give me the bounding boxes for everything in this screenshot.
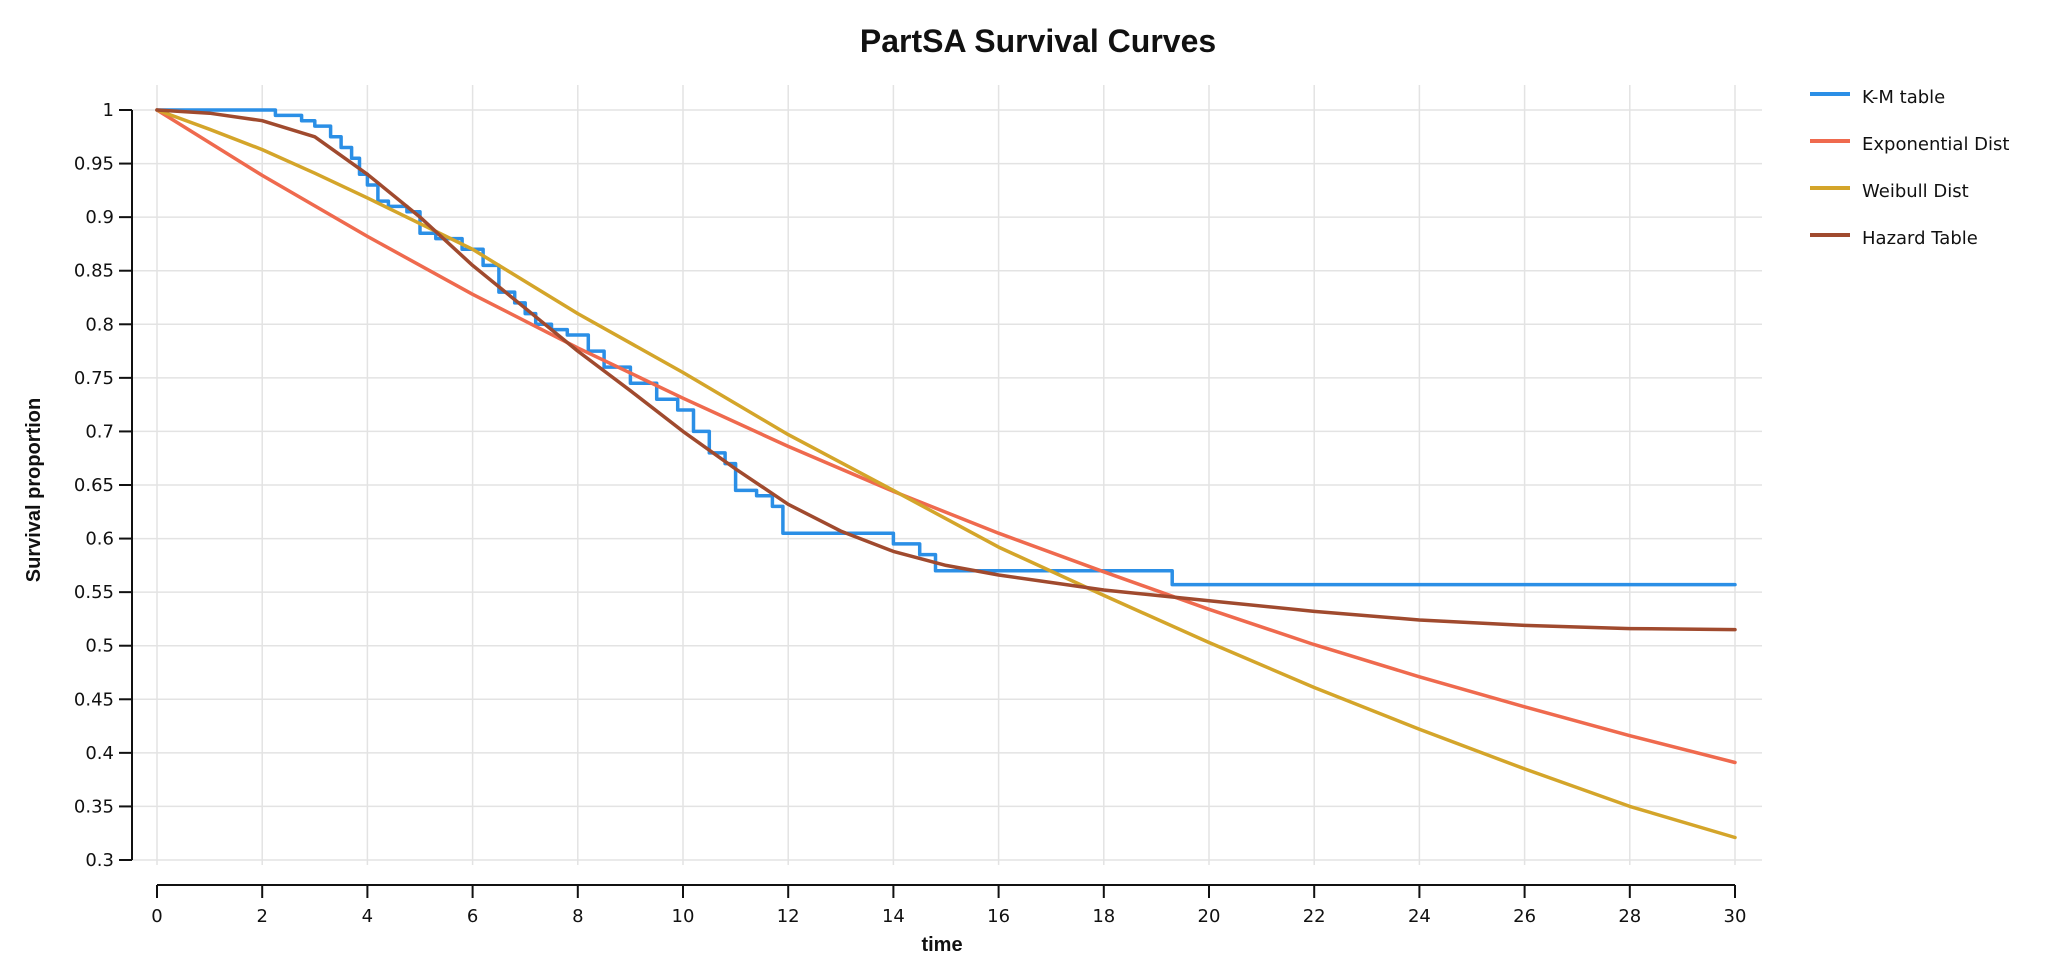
legend-label-k-m-table: K-M table — [1862, 87, 1945, 108]
y-tick-label: 0.45 — [74, 689, 114, 710]
legend-label-weibull-dist: Weibull Dist — [1862, 181, 1969, 202]
y-tick-label: 1 — [103, 100, 114, 121]
x-tick-label: 20 — [1198, 906, 1221, 927]
x-tick-label: 16 — [987, 906, 1010, 927]
x-tick-label: 6 — [467, 906, 478, 927]
x-tick-label: 30 — [1724, 906, 1747, 927]
chart-title: PartSA Survival Curves — [860, 23, 1216, 59]
legend-label-hazard-table: Hazard Table — [1862, 228, 1978, 249]
series-line-weibull-dist — [155, 108, 1737, 840]
x-tick-label: 26 — [1513, 906, 1536, 927]
x-tick-label: 22 — [1303, 906, 1326, 927]
x-tick-label: 14 — [882, 906, 905, 927]
x-tick-label: 24 — [1408, 906, 1431, 927]
y-tick-label: 0.5 — [85, 636, 114, 657]
series-line-hazard-table — [155, 108, 1737, 632]
legend-label-exponential-dist: Exponential Dist — [1862, 134, 2009, 155]
y-tick-label: 0.6 — [85, 529, 114, 550]
y-tick-label: 0.95 — [74, 154, 114, 175]
series-line-exponential-dist — [155, 108, 1737, 765]
y-tick-label: 0.75 — [74, 368, 114, 389]
y-tick-label: 0.7 — [85, 421, 114, 442]
x-tick-label: 28 — [1618, 906, 1641, 927]
grid-lines — [132, 85, 1762, 865]
y-tick-label: 0.55 — [74, 582, 114, 603]
x-tick-label: 8 — [572, 906, 583, 927]
x-tick-label: 0 — [151, 906, 162, 927]
series-lines — [155, 108, 1737, 840]
x-tick-label: 12 — [777, 906, 800, 927]
legend: K-M table Exponential Dist Weibull Dist Haz… — [1810, 87, 2009, 249]
x-tick-label: 18 — [1092, 906, 1115, 927]
y-tick-label: 0.35 — [74, 796, 114, 817]
x-tick-label: 10 — [672, 906, 695, 927]
y-tick-label: 0.4 — [85, 743, 114, 764]
y-axis-label: Survival proportion — [23, 398, 45, 582]
tick-labels: 1 0.95 0.9 0.85 0.8 0.75 0.7 0.65 0.6 0.55 0.5 0.45… — [74, 100, 1747, 927]
y-tick-label: 0.65 — [74, 475, 114, 496]
axes — [131, 110, 1735, 886]
y-tick-label: 0.8 — [85, 314, 114, 335]
y-tick-label: 0.85 — [74, 261, 114, 282]
x-axis-label: time — [921, 934, 962, 956]
y-tick-label: 0.9 — [85, 207, 114, 228]
x-tick-label: 2 — [256, 906, 267, 927]
x-tick-label: 4 — [362, 906, 373, 927]
y-tick-label: 0.3 — [85, 850, 114, 871]
